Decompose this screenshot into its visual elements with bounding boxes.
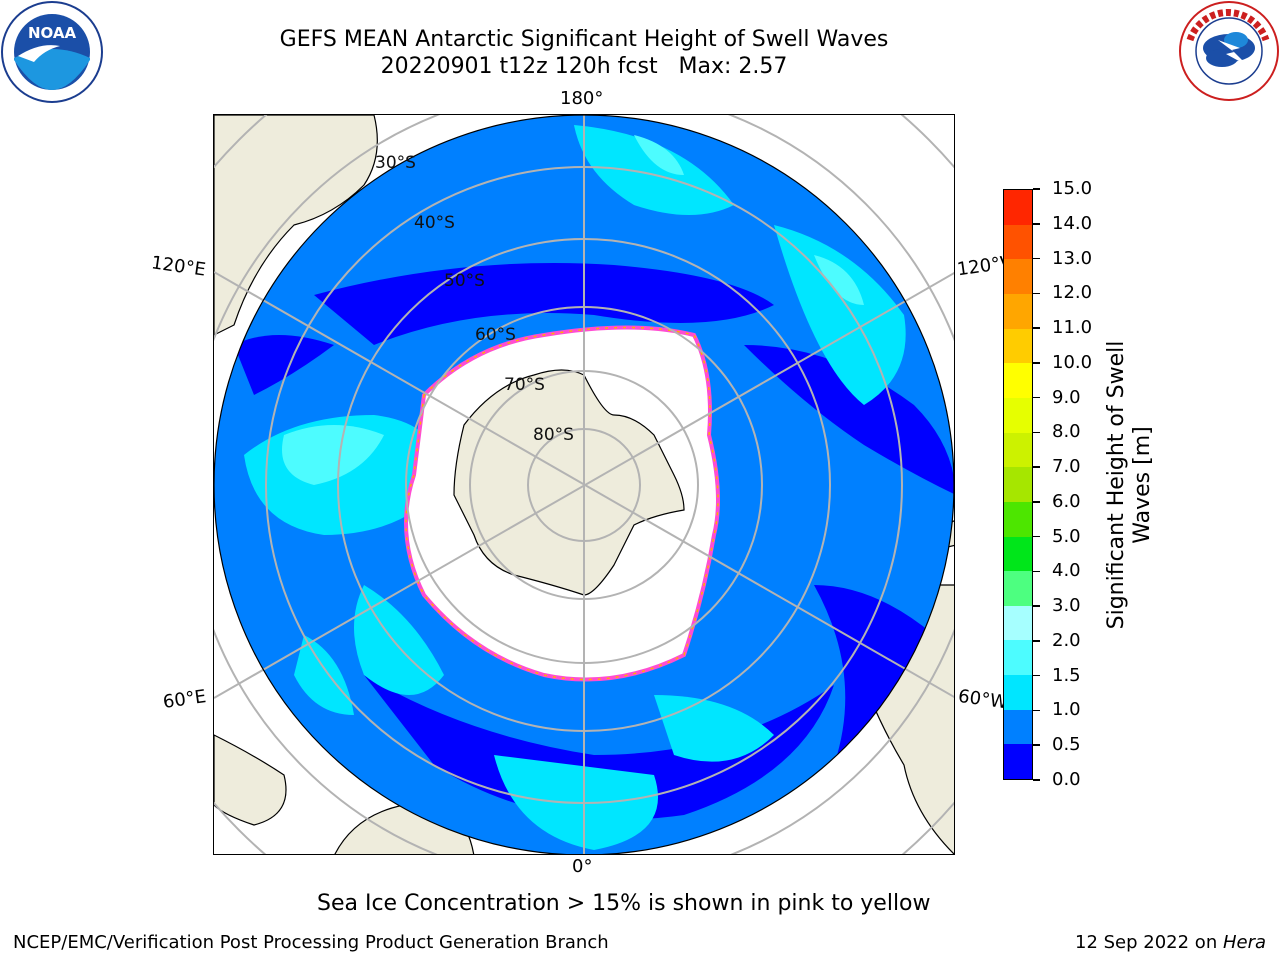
- graticule: [214, 115, 954, 854]
- colorbar-tick: [1033, 431, 1040, 434]
- colorbar-tick: [1033, 327, 1040, 329]
- colorbar-tick-label: 5.0: [1052, 525, 1081, 547]
- colorbar-tick-label: 0.0: [1052, 769, 1081, 790]
- colorbar-label-line1: Significant Height of Swell: [1104, 340, 1129, 630]
- footer-host: Hera: [1222, 932, 1266, 953]
- colorbar-segment: [1004, 328, 1032, 364]
- colorbar-segment: [1004, 501, 1032, 537]
- colorbar-tick-label: 12.0: [1052, 282, 1093, 304]
- colorbar-tick: [1033, 709, 1040, 712]
- colorbar-segment: [1004, 709, 1032, 745]
- colorbar-tick: [1033, 744, 1040, 746]
- colorbar-tick: [1033, 223, 1040, 225]
- colorbar-tick-label: 10.0: [1052, 351, 1093, 373]
- noaa-logo: NOAA: [1, 1, 103, 103]
- colorbar-tick: [1033, 362, 1040, 364]
- sea-ice-note: Sea Ice Concentration > 15% is shown in …: [317, 891, 931, 916]
- colorbar-segment: [1004, 224, 1032, 260]
- colorbar-tick-label: 8.0: [1052, 421, 1081, 443]
- lon-label-180: 180°: [560, 88, 604, 109]
- colorbar-segment: [1004, 640, 1032, 676]
- colorbar-segment: [1004, 294, 1032, 329]
- lat-label-80s: 80°S: [533, 425, 574, 445]
- colorbar-tick: [1033, 605, 1040, 607]
- colorbar-tick-label: 11.0: [1052, 317, 1093, 339]
- colorbar-tick-label: 14.0: [1052, 212, 1093, 234]
- colorbar-tick-label: 1.5: [1052, 664, 1081, 686]
- lat-label-30s: 30°S: [375, 153, 416, 173]
- lat-label-70s: 70°S: [504, 375, 545, 395]
- colorbar-label: Significant Height of Swell Waves [m]: [1104, 325, 1156, 645]
- lon-label-60e: 60°E: [161, 686, 208, 713]
- footer-date-text: 12 Sep 2022 on: [1075, 932, 1223, 953]
- colorbar-tick: [1033, 674, 1040, 677]
- colorbar-segment: [1004, 467, 1032, 502]
- colorbar-segment: [1004, 536, 1032, 572]
- lon-label-60w: 60°W: [956, 686, 1008, 714]
- colorbar-segment: [1004, 397, 1032, 433]
- colorbar-tick-label: 1.0: [1052, 699, 1081, 721]
- colorbar-tick: [1033, 396, 1040, 399]
- colorbar-tick-label: 4.0: [1052, 560, 1081, 582]
- lon-label-120w: 120°W: [955, 253, 1009, 281]
- colorbar-segment: [1004, 190, 1032, 225]
- footer-branch: NCEP/EMC/Verification Post Processing Pr…: [13, 932, 609, 953]
- colorbar-tick-label: 0.5: [1052, 734, 1081, 756]
- lat-label-40s: 40°S: [414, 213, 455, 233]
- colorbar-segment: [1004, 259, 1032, 295]
- colorbar-tick: [1033, 570, 1040, 573]
- colorbar-tick: [1033, 466, 1040, 468]
- colorbar-tick: [1033, 257, 1040, 260]
- colorbar-tick: [1033, 501, 1040, 503]
- nws-logo: [1179, 1, 1279, 101]
- lon-label-0: 0°: [572, 856, 593, 877]
- colorbar-tick-label: 2.0: [1052, 629, 1081, 651]
- colorbar-segment: [1004, 432, 1032, 468]
- colorbar-tick-label: 6.0: [1052, 490, 1081, 512]
- lat-label-50s: 50°S: [444, 271, 485, 291]
- colorbar-segment: [1004, 571, 1032, 606]
- polar-map: [214, 115, 954, 854]
- colorbar-tick: [1033, 292, 1040, 295]
- colorbar-segment: [1004, 605, 1032, 641]
- colorbar-tick-label: 13.0: [1052, 247, 1093, 269]
- colorbar-tick-label: 7.0: [1052, 456, 1081, 478]
- colorbar-tick-label: 15.0: [1052, 178, 1093, 199]
- colorbar-tick: [1033, 779, 1040, 781]
- colorbar-tick-label: 9.0: [1052, 386, 1081, 408]
- noaa-logo-text: NOAA: [28, 24, 77, 42]
- map-panel: [213, 114, 955, 855]
- colorbar-segment: [1004, 744, 1032, 779]
- footer-date: 12 Sep 2022 on Hera: [1075, 933, 1266, 953]
- lat-label-60s: 60°S: [475, 325, 516, 345]
- colorbar-label-line2: Waves [m]: [1130, 426, 1155, 544]
- colorbar-segment: [1004, 363, 1032, 398]
- colorbar-tick: [1033, 188, 1040, 190]
- colorbar-tick: [1033, 535, 1040, 538]
- map-subtitle-run: 20220901 t12z 120h fcst Max: 2.57: [380, 54, 788, 79]
- colorbar-tick-label: 3.0: [1052, 595, 1081, 617]
- colorbar-tick: [1033, 640, 1040, 642]
- lon-label-120e: 120°E: [149, 252, 207, 281]
- colorbar-segment: [1004, 675, 1032, 710]
- map-title: GEFS MEAN Antarctic Significant Height o…: [279, 27, 889, 52]
- colorbar: [1003, 189, 1033, 780]
